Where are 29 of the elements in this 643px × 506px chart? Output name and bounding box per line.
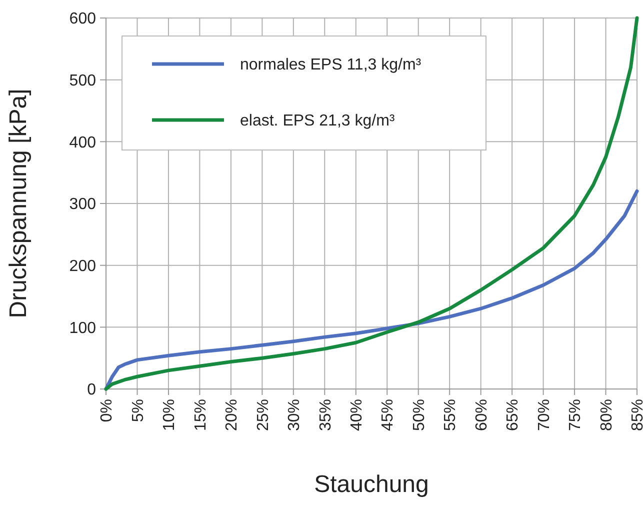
x-tick-label: 75% xyxy=(567,399,584,432)
x-axis-title: Stauchung xyxy=(314,471,429,498)
x-tick-label: 85% xyxy=(630,399,643,432)
y-tick-label: 200 xyxy=(69,258,96,275)
y-tick-label: 400 xyxy=(69,134,96,152)
y-axis-title: Druckspannung [kPa] xyxy=(5,88,32,318)
y-tick-label: 0 xyxy=(87,382,96,399)
legend-label: normales EPS 11,3 kg/m³ xyxy=(240,56,422,74)
x-tick-label: 65% xyxy=(504,399,522,432)
x-tick-label: 60% xyxy=(473,399,490,432)
y-tick-label: 600 xyxy=(69,10,96,28)
x-tick-label: 20% xyxy=(224,399,241,432)
y-tick-label: 500 xyxy=(69,72,96,90)
legend-label: elast. EPS 21,3 kg/m³ xyxy=(240,112,396,130)
x-tick-label: 70% xyxy=(536,399,553,432)
y-tick-label: 100 xyxy=(69,320,96,337)
x-tick-label: 80% xyxy=(598,399,616,432)
x-tick-label: 50% xyxy=(410,399,428,432)
y-tick-label: 300 xyxy=(69,196,96,214)
x-tick-label: 55% xyxy=(442,399,460,432)
x-tick-label: 0% xyxy=(98,399,116,422)
x-tick-label: 45% xyxy=(380,399,397,432)
x-tick-label: 40% xyxy=(348,399,366,432)
x-tick-label: 10% xyxy=(161,399,178,432)
x-tick-label: 25% xyxy=(254,399,272,432)
x-tick-label: 5% xyxy=(130,399,147,422)
x-tick-label: 30% xyxy=(286,399,304,432)
x-tick-label: 15% xyxy=(192,399,210,432)
x-tick-label: 35% xyxy=(317,399,334,432)
